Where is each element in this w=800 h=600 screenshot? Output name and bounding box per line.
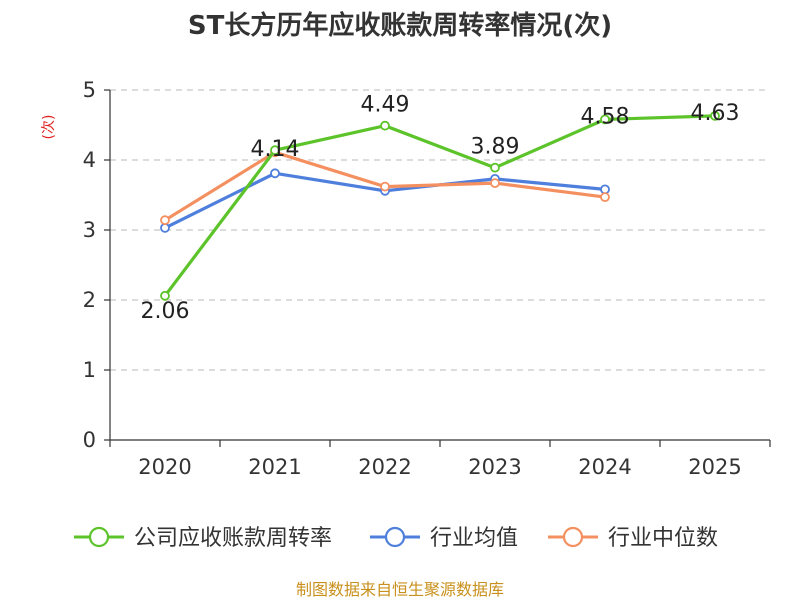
data-label: 4.58 [581, 104, 630, 129]
legend-marker [562, 526, 584, 548]
x-tick-label: 2020 [138, 455, 191, 479]
y-tick-label: 2 [83, 288, 96, 312]
y-tick-label: 3 [83, 218, 96, 242]
grid-lines [110, 89, 770, 371]
data-point [160, 215, 170, 226]
y-tick-label: 1 [83, 358, 96, 382]
legend-item[interactable]: 行业均值 [370, 526, 518, 551]
x-tick-label: 2025 [688, 455, 741, 479]
data-point [270, 145, 280, 156]
data-label: 4.14 [251, 137, 300, 162]
data-point [160, 290, 170, 301]
data-point [490, 178, 500, 189]
series-line [163, 114, 716, 297]
series-line [164, 171, 606, 230]
y-axis-label: (次) [41, 115, 57, 140]
series-group: 2.06 4.14 4.49 3.89 4.58 4.63 [141, 93, 740, 324]
legend-marker [88, 526, 110, 548]
data-point [380, 120, 390, 131]
data-point [490, 162, 500, 173]
y-tick-label: 4 [83, 148, 96, 172]
legend-item[interactable]: 行业中位数 [548, 526, 718, 551]
data-point [270, 168, 280, 179]
y-tick-label: 5 [83, 78, 96, 102]
data-label: 2.06 [141, 299, 190, 324]
data-point [600, 184, 610, 195]
data-point [710, 111, 720, 121]
legend-label: 公司应收账款周转率 [134, 526, 332, 551]
legend[interactable]: 公司应收账款周转率 行业均值 行业中位数 [74, 526, 718, 551]
legend-item[interactable]: 公司应收账款周转率 [74, 526, 332, 551]
x-tick-label: 2024 [578, 455, 631, 479]
data-point [380, 181, 390, 192]
data-point [600, 114, 610, 125]
x-tick-label: 2022 [358, 455, 411, 479]
data-label: 4.49 [361, 93, 410, 118]
source-note: 制图数据来自恒生聚源数据库 [296, 580, 504, 599]
data-label: 3.89 [471, 135, 520, 160]
data-label: 4.63 [691, 101, 740, 126]
axes: 0 1 2 3 4 5 2020 2021 2022 2023 2024 2025 [83, 78, 771, 479]
legend-marker [384, 526, 406, 548]
legend-label: 行业中位数 [608, 526, 718, 551]
legend-label: 行业均值 [430, 526, 518, 551]
x-tick-label: 2021 [248, 455, 301, 479]
data-point [600, 192, 610, 203]
chart-title: ST长方历年应收账款周转率情况(次) [188, 10, 612, 41]
y-tick-label: 0 [83, 428, 96, 452]
x-tick-label: 2023 [468, 455, 521, 479]
